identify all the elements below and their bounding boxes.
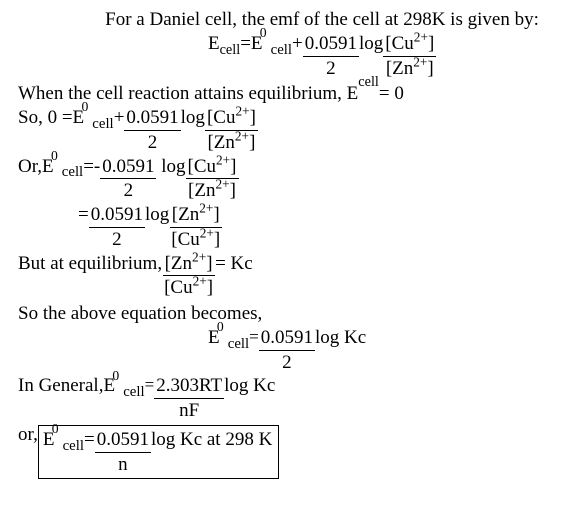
frac: 0.0591 2 [124, 106, 180, 155]
text-so-above: So the above equation becomes, [18, 302, 576, 326]
equals: = [240, 32, 251, 56]
eq-kc-def: But at equilibrium, [Zn2+] [Cu2+] = Kc [18, 252, 576, 301]
frac-zn-cu: [Zn2+] [Cu2+] [162, 252, 215, 301]
plus: + [292, 32, 303, 56]
final-line: or, E0cell = 0.0591 n log Kc at 298 K [18, 423, 576, 480]
eq-flip: = 0.0591 2 log [Zn2+] [Cu2+] [78, 203, 576, 252]
text: For a Daniel cell, the emf of the cell a… [105, 8, 539, 32]
e0cell: E0cell [251, 32, 292, 59]
eq-kc: E0cell = 0.0591 2 log Kc [208, 326, 576, 375]
eq-or: Or, E0cell = - 0.0591 2 log [Cu2+] [Zn2+… [18, 155, 576, 204]
log: log [359, 32, 383, 56]
e0cell: E0cell [73, 106, 114, 133]
boxed-equation: E0cell = 0.0591 n log Kc at 298 K [38, 425, 279, 480]
e0cell: E0cell [42, 155, 83, 182]
eq-so: So, 0 = E0cell + 0.0591 2 log [Cu2+] [Zn… [18, 106, 576, 155]
frac: 0.0591 2 [100, 155, 156, 204]
intro-line: For a Daniel cell, the emf of the cell a… [68, 8, 576, 32]
equilibrium-line: When the cell reaction attains equilibri… [18, 82, 576, 106]
frac-n: 0.0591 n [95, 428, 151, 477]
eq-general: In General, E0cell = 2.303RT nF log Kc [18, 374, 576, 423]
frac: 0.0591 2 [259, 326, 315, 375]
text: When the cell reaction attains equilibri… [18, 82, 358, 106]
frac-zn-cu: [Zn2+] [Cu2+] [169, 203, 222, 252]
frac: 0.0591 2 [89, 203, 145, 252]
e0cell: E0cell [103, 374, 144, 401]
e0cell: E0cell [208, 326, 249, 353]
ecell: Ecell [208, 32, 240, 56]
eq-main: Ecell = E0cell + 0.0591 2 log [Cu2+] [Zn… [208, 32, 576, 81]
frac-rt: 2.303RT nF [154, 374, 224, 423]
e0cell: E0cell [43, 428, 84, 455]
frac-0591-2: 0.0591 2 [303, 32, 359, 81]
frac-cu-zn: [Cu2+] [Zn2+] [383, 32, 436, 81]
prefix: So, 0 = [18, 106, 73, 130]
frac-cu-zn: [Cu2+] [Zn2+] [186, 155, 239, 204]
frac-cu-zn: [Cu2+] [Zn2+] [205, 106, 258, 155]
